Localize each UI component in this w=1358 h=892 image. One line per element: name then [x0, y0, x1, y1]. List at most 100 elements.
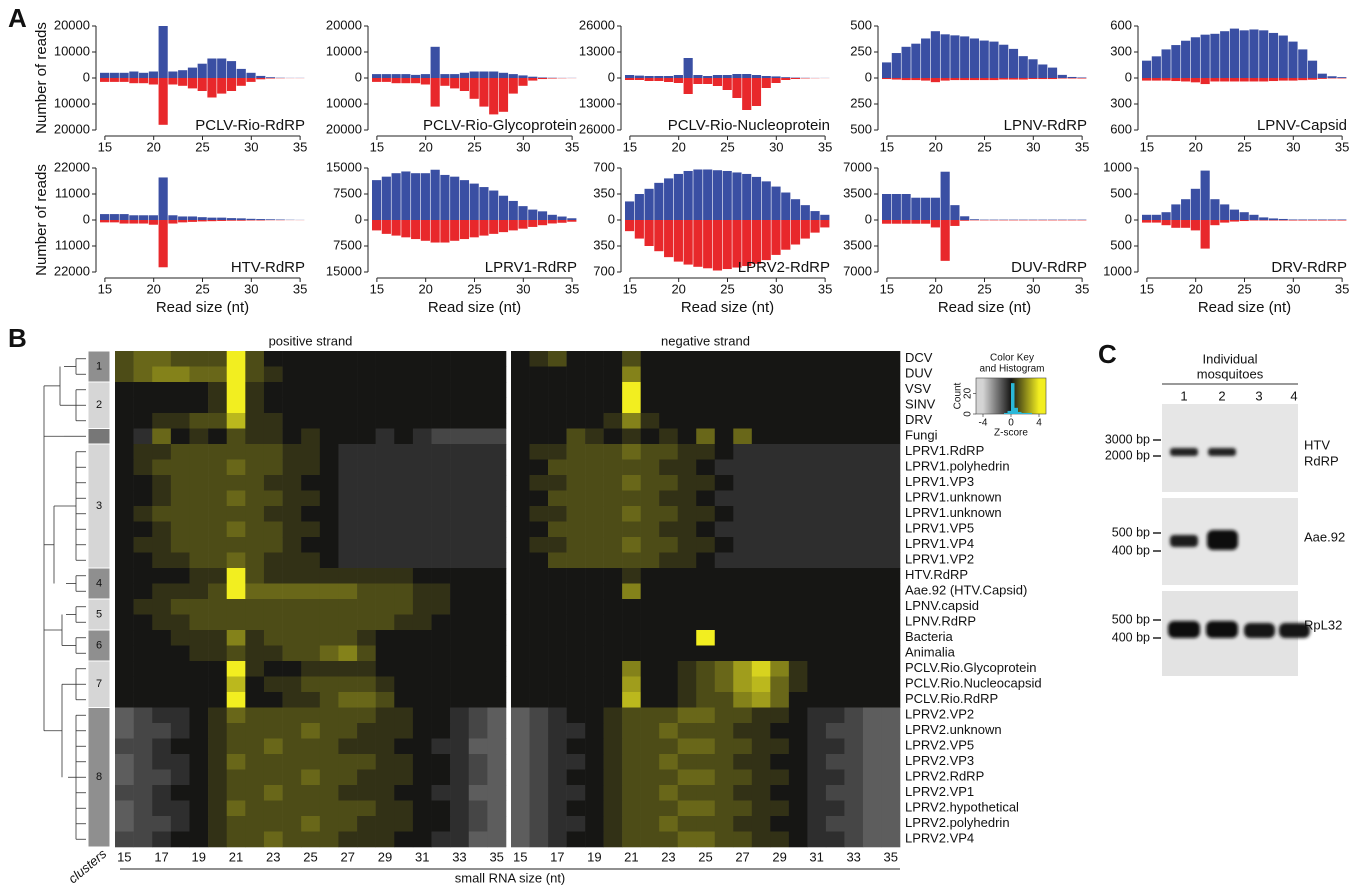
heatmap-cell [264, 739, 283, 755]
bar [1240, 212, 1249, 220]
heatmap-cell [752, 553, 771, 569]
y-tick-label: 600 [1110, 17, 1132, 32]
heatmap-cell [826, 382, 845, 398]
row-label: LPRV1.VP3 [905, 474, 974, 489]
bar [989, 78, 998, 80]
bar [1298, 220, 1307, 221]
heatmap-cell [511, 677, 530, 693]
x-tick-label: 30 [244, 281, 258, 296]
heatmap-cell [432, 429, 451, 445]
strand-label: negative strand [661, 333, 750, 348]
bar [810, 220, 819, 233]
bar [1210, 220, 1219, 225]
heatmap-cell [530, 568, 549, 584]
bar [392, 220, 401, 236]
heatmap-cell [171, 367, 190, 383]
heatmap-cell [511, 770, 530, 786]
heatmap-cell [357, 522, 376, 538]
heatmap-cell [604, 801, 623, 817]
heatmap-cell [301, 584, 320, 600]
heatmap-cell [659, 723, 678, 739]
bar [528, 220, 537, 227]
heatmap-cell [134, 584, 153, 600]
heatmap-cell [548, 537, 567, 553]
heatmap-cell [357, 537, 376, 553]
heatmap-cell [227, 491, 246, 507]
heatmap-cell [413, 739, 432, 755]
bar [256, 78, 265, 79]
histogram-bar [1004, 413, 1008, 414]
heatmap-cell [413, 692, 432, 708]
heatmap-cell [171, 801, 190, 817]
heatmap-cell [604, 816, 623, 832]
bar [625, 220, 634, 231]
heatmap-cell [881, 785, 900, 801]
heatmap-cell [245, 367, 264, 383]
heatmap-cell [807, 754, 826, 770]
heatmap-cell [283, 522, 302, 538]
heatmap-cell [585, 553, 604, 569]
heatmap-cell [115, 522, 134, 538]
bar [1009, 78, 1018, 80]
heatmap-cell [320, 832, 339, 848]
heatmap-cell [450, 382, 469, 398]
heatmap-cell [789, 615, 808, 631]
heatmap-cell [585, 475, 604, 491]
y-tick-label: 7000 [843, 263, 872, 278]
heatmap-cell [604, 537, 623, 553]
heatmap-cell [171, 553, 190, 569]
heatmap-cell [338, 429, 357, 445]
heatmap-cell [450, 553, 469, 569]
heatmap-cell [604, 677, 623, 693]
heatmap-cell [604, 491, 623, 507]
heatmap-cell [715, 708, 734, 724]
heatmap-cell [548, 832, 567, 848]
heatmap-cell [394, 506, 413, 522]
heatmap-cell [264, 584, 283, 600]
heatmap-cell [394, 723, 413, 739]
heatmap-cell [283, 785, 302, 801]
heatmap-cell [585, 382, 604, 398]
bar [941, 220, 950, 261]
heatmap-cell [208, 723, 227, 739]
heatmap-cell [394, 413, 413, 429]
heatmap-cell [567, 708, 586, 724]
heatmap-cell [770, 801, 789, 817]
histogram-bar [1018, 412, 1022, 414]
heatmap-cell [567, 801, 586, 817]
heatmap-cell [826, 491, 845, 507]
heatmap-cell [826, 832, 845, 848]
heatmap-cell [585, 351, 604, 367]
heatmap-cell [807, 770, 826, 786]
heatmap-cell [807, 646, 826, 662]
heatmap-cell [585, 599, 604, 615]
lane-label: 4 [1290, 388, 1297, 403]
heatmap-cell [789, 646, 808, 662]
heatmap-cell [567, 429, 586, 445]
bar [1181, 41, 1190, 78]
x-tick-label: 20 [418, 139, 432, 154]
heatmap-cell [413, 677, 432, 693]
bar [120, 73, 129, 78]
heatmap-cell [394, 599, 413, 615]
x-tick-label: 30 [516, 139, 530, 154]
bar [674, 78, 683, 83]
heatmap-cell [585, 723, 604, 739]
bar [771, 78, 780, 83]
y-tick-label: 500 [850, 121, 872, 136]
heatmap-cell [394, 754, 413, 770]
heatmap-cell [413, 599, 432, 615]
heatmap-cell [881, 351, 900, 367]
bar [674, 75, 683, 78]
bar [980, 41, 989, 78]
heatmap-cell [450, 491, 469, 507]
heatmap-cell [376, 646, 395, 662]
heatmap-cell [678, 677, 697, 693]
heatmap-cell [115, 351, 134, 367]
y-tick-label: 10000 [54, 95, 90, 110]
heatmap-cell [641, 351, 660, 367]
bar [1230, 210, 1239, 220]
heatmap-cell [152, 677, 171, 693]
heatmap-cell [530, 723, 549, 739]
heatmap-cell [789, 413, 808, 429]
